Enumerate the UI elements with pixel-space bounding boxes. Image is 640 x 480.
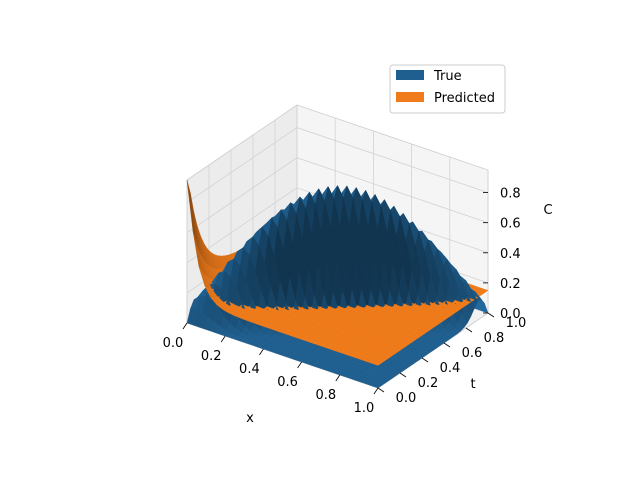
x-axis-label: x [246,411,254,426]
t-tick-label: 0.6 [462,346,483,361]
x-tick-label: 0.2 [201,349,222,364]
x-tick-label: 0.6 [277,375,298,390]
legend: True Predicted [389,64,506,114]
grid-line-z [186,187,489,264]
t-tick-mark [421,357,429,363]
t-tick-mark [443,342,451,348]
axes: 0.00.20.40.60.81.00.00.20.40.60.81.00.00… [163,187,527,416]
legend-label-predicted: Predicted [434,91,495,106]
x-tick-mark [297,361,302,369]
t-tick-label: 0.2 [418,376,439,391]
x-tick-label: 0.4 [239,362,260,377]
z-axis-label: C [543,203,552,218]
t-tick-mark [487,312,495,318]
grid-line-z [186,157,489,234]
x-tick-label: 0.0 [163,336,184,351]
x-tick-mark [182,322,188,330]
x-tick-mark [259,348,264,356]
predicted-surface-facet [371,360,382,366]
t-tick-mark [377,387,385,393]
grid-line-z [186,127,489,203]
z-tick-label: 0.4 [500,247,521,262]
t-tick-mark [399,372,407,378]
z-tick-label: 0.0 [500,307,521,322]
x-tick-label: 0.8 [315,388,336,403]
y-axis-label: t [470,377,475,392]
x-tick-mark [373,387,379,395]
legend-label-true: True [433,69,462,84]
x-tick-mark [335,374,341,382]
z-tick-label: 0.6 [500,217,521,232]
z-tick-label: 0.8 [500,187,521,202]
t-tick-label: 0.4 [440,361,461,376]
t-tick-mark [465,327,473,333]
legend-swatch-predicted [396,92,424,102]
x-tick-label: 1.0 [354,401,375,416]
x-tick-mark [220,335,226,343]
surfaces [186,179,489,389]
z-tick-label: 0.2 [500,277,521,292]
t-tick-label: 0.8 [484,331,505,346]
true-surface-facet [371,383,382,389]
t-tick-label: 0.0 [396,391,417,406]
legend-swatch-true [396,70,424,80]
t-tick-label: 1.0 [506,316,527,331]
